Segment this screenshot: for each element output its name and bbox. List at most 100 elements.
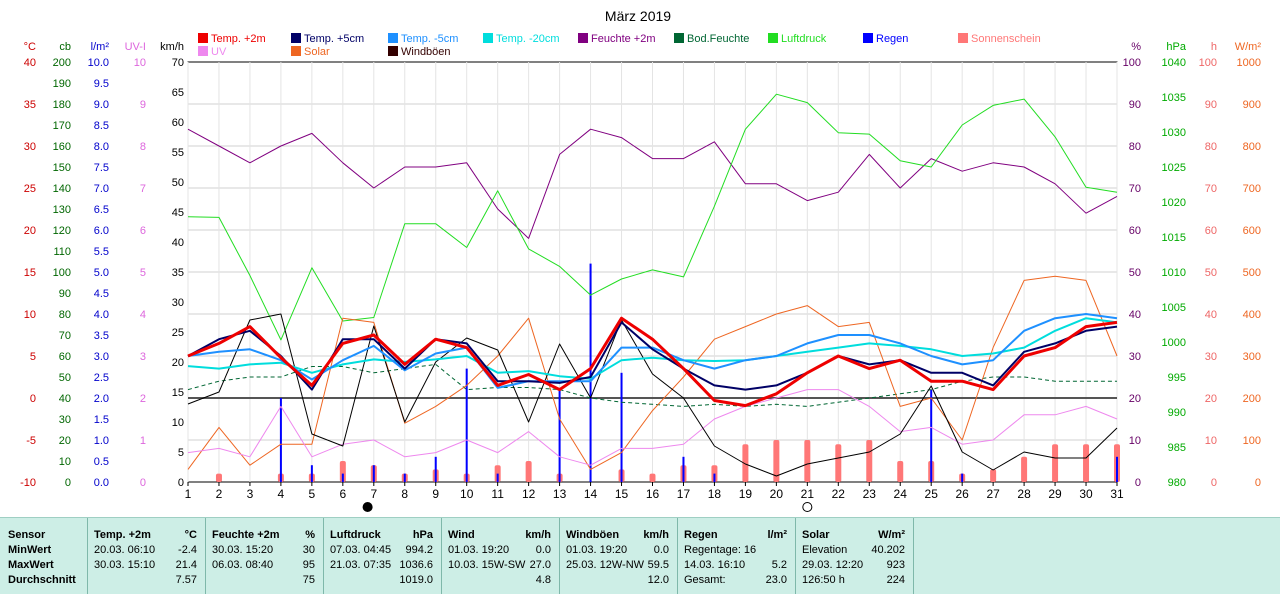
stats-feuchte-min-value: 30 <box>302 544 315 556</box>
x-tick-label: 27 <box>986 487 1000 501</box>
bar-sonnenschein <box>866 440 873 482</box>
line-series <box>187 93 1118 477</box>
y-tick-sun: 0 <box>1211 477 1217 489</box>
axis-unit-cb: cb <box>59 41 71 53</box>
legend-swatch <box>674 33 684 43</box>
series-temp-5cm <box>187 313 1118 389</box>
y-tick-uv: 0 <box>140 477 146 489</box>
y-tick-sun: 90 <box>1205 99 1217 111</box>
y-tick-solar: 1000 <box>1237 57 1261 69</box>
y-tick-rain: 7.0 <box>94 183 109 195</box>
y-tick-cb: 10 <box>59 456 71 468</box>
y-tick-wind: 50 <box>172 177 184 189</box>
moon-new-icon <box>362 502 373 512</box>
x-tick-label: 3 <box>247 487 254 501</box>
y-tick-temp: 40 <box>24 57 36 69</box>
stats-wind-max-time: 10.03. 15W-SW <box>448 559 526 571</box>
bar-regen <box>372 465 375 482</box>
series-luftdruck <box>187 93 1118 341</box>
legend-label: Bod.Feuchte <box>687 33 749 45</box>
y-tick-cb: 80 <box>59 309 71 321</box>
legend-label: Temp. +5cm <box>304 33 364 45</box>
y-tick-cb: 170 <box>53 120 71 132</box>
y-tick-cb: 100 <box>53 267 71 279</box>
y-tick-cb: 0 <box>65 477 71 489</box>
series-temp-5cm <box>187 321 1118 391</box>
y-tick-rain: 4.5 <box>94 288 109 300</box>
stats-regen-max-time: 14.03. 16:10 <box>684 559 746 571</box>
y-tick-hum: 50 <box>1129 267 1141 279</box>
legend-swatch <box>388 33 398 43</box>
stats-row-label-min: MinWert <box>8 544 52 556</box>
y-tick-rain: 9.5 <box>94 78 109 90</box>
bar-sonnenschein <box>1052 444 1059 482</box>
plot-grid <box>187 61 1118 483</box>
bar-sonnenschein <box>990 469 997 482</box>
y-tick-sun: 70 <box>1205 183 1217 195</box>
bar-regen <box>620 372 623 482</box>
bar-sonnenschein <box>1083 444 1090 482</box>
y-tick-solar: 200 <box>1243 393 1261 405</box>
y-tick-temp: 30 <box>24 141 36 153</box>
bar-regen <box>279 398 282 482</box>
y-tick-wind: 45 <box>172 207 184 219</box>
stats-regen: Regen l/m² Regentage: 16 14.03. 16:10 5.… <box>678 518 796 594</box>
x-tick-label: 13 <box>553 487 567 501</box>
y-tick-rain: 2.5 <box>94 372 109 384</box>
x-tick-label: 24 <box>894 487 908 501</box>
x-tick-label: 1 <box>185 487 192 501</box>
x-tick-label: 16 <box>646 487 660 501</box>
x-tick-label: 15 <box>615 487 629 501</box>
y-tick-uv: 8 <box>140 141 146 153</box>
axis-unit-rain: l/m² <box>91 41 110 53</box>
y-tick-press: 1040 <box>1162 57 1186 69</box>
y-tick-press: 1035 <box>1162 92 1186 104</box>
x-tick-label: 7 <box>370 487 377 501</box>
stats-feuchte-title: Feuchte +2m <box>212 529 280 541</box>
y-tick-sun: 40 <box>1205 309 1217 321</box>
stats-temp-min-value: -2.4 <box>178 544 197 556</box>
y-tick-press: 1030 <box>1162 127 1186 139</box>
stats-luftdruck-unit: hPa <box>412 529 433 541</box>
x-tick-label: 31 <box>1110 487 1124 501</box>
legend-label: Temp. -5cm <box>401 33 458 45</box>
x-tick-label: 14 <box>584 487 598 501</box>
y-tick-sun: 80 <box>1205 141 1217 153</box>
legend-swatch <box>768 33 778 43</box>
stats-row-label-avg: Durchschnitt <box>8 574 76 586</box>
weather-chart: März 2019 Temp. +2m Temp. +5cm Temp. -5cm T… <box>20 8 1261 512</box>
bar-sonnenschein <box>835 444 842 482</box>
y-tick-cb: 200 <box>53 57 71 69</box>
bar-regen <box>403 473 406 482</box>
y-tick-solar: 900 <box>1243 99 1261 111</box>
y-tick-hum: 60 <box>1129 225 1141 237</box>
y-tick-wind: 0 <box>178 477 184 489</box>
y-tick-wind: 70 <box>172 57 184 69</box>
y-tick-temp: 10 <box>24 309 36 321</box>
axis-unit-sun: h <box>1211 41 1217 53</box>
stats-temp-max-value: 21.4 <box>175 559 197 571</box>
y-tick-sun: 50 <box>1205 267 1217 279</box>
bar-regen <box>961 473 964 482</box>
y-tick-press: 1000 <box>1162 337 1186 349</box>
y-tick-wind: 40 <box>172 237 184 249</box>
stats-solar-sunhours: 126:50 h <box>802 574 845 586</box>
axis-unit-hum: % <box>1131 41 1141 53</box>
y-tick-hum: 80 <box>1129 141 1141 153</box>
x-tick-label: 19 <box>739 487 753 501</box>
y-tick-uv: 4 <box>140 309 146 321</box>
y-tick-rain: 3.0 <box>94 351 109 363</box>
y-tick-solar: 800 <box>1243 141 1261 153</box>
y-tick-press: 1020 <box>1162 197 1186 209</box>
y-tick-uv: 9 <box>140 99 146 111</box>
bar-regen <box>713 473 716 482</box>
y-tick-solar: 500 <box>1243 267 1261 279</box>
y-tick-uv: 5 <box>140 267 146 279</box>
legend-swatch <box>198 33 208 43</box>
y-tick-temp: 20 <box>24 225 36 237</box>
stats-windboeen-unit: km/h <box>643 529 669 541</box>
x-axis: 1 2 3 4 5 6 7 8 9 10 11 12 13 14 15 16 17 18 19 20 21 22 23 24 2… <box>185 482 1124 512</box>
y-tick-cb: 30 <box>59 414 71 426</box>
x-tick-label: 23 <box>863 487 877 501</box>
x-tick-label: 22 <box>832 487 846 501</box>
